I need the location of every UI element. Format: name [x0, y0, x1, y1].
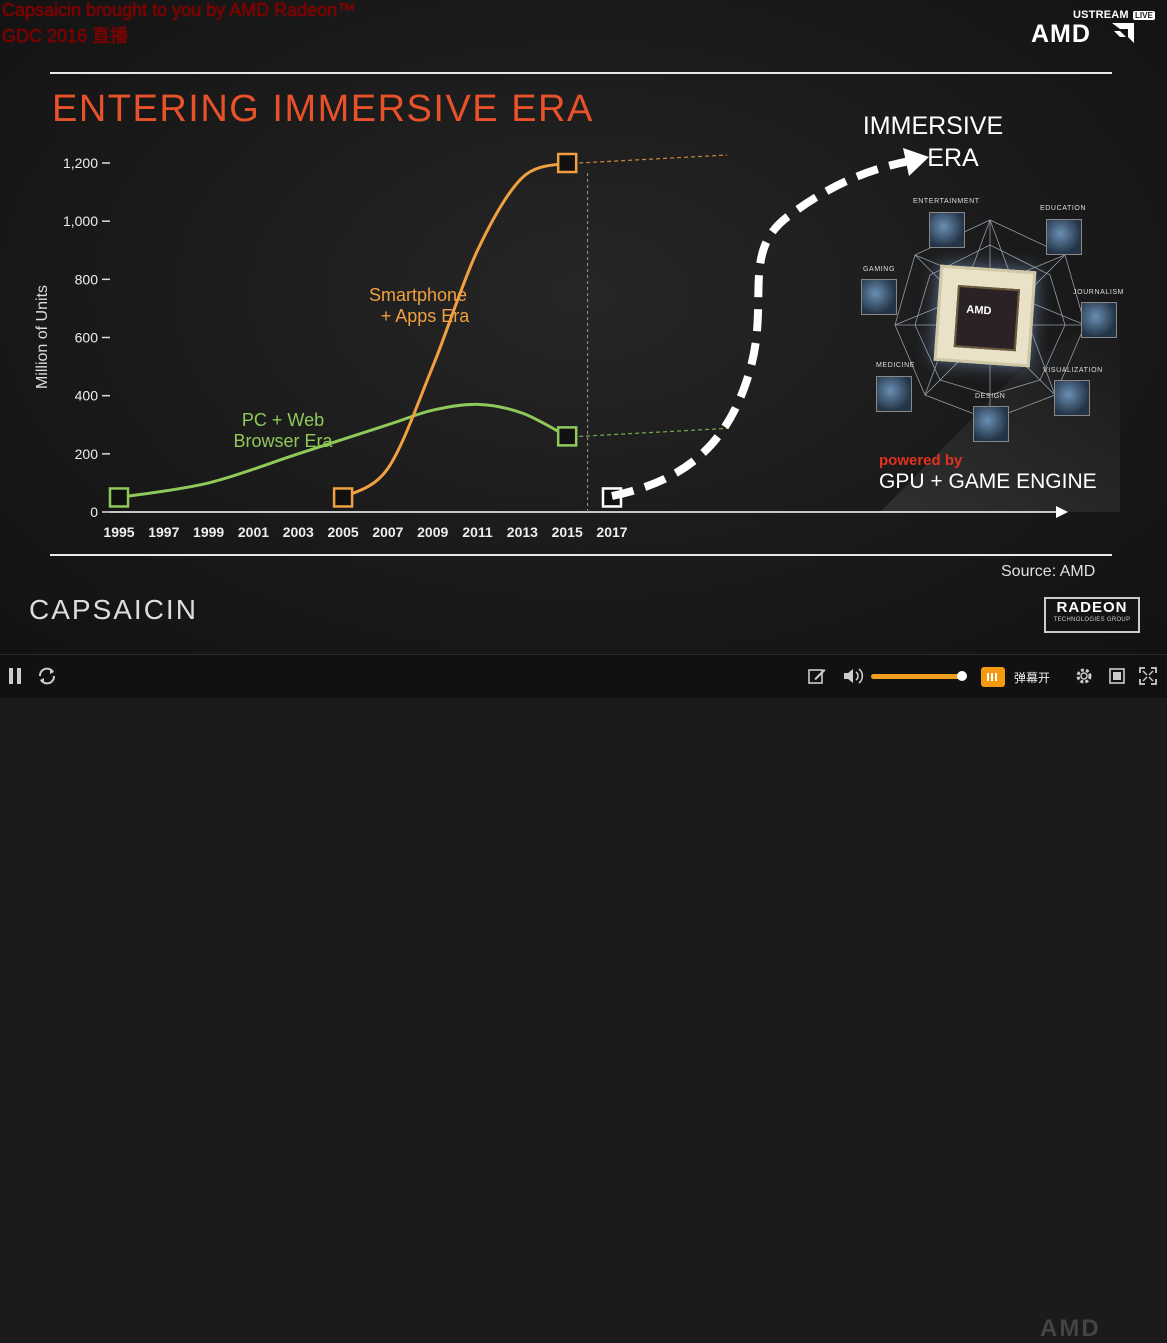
journalism-thumbnail: [1081, 302, 1117, 338]
series-marker-0: [556, 426, 578, 447]
chip-amd-label: AMD: [965, 303, 992, 318]
settings-button[interactable]: [1072, 654, 1096, 697]
series-line-0: [118, 402, 568, 499]
refresh-button[interactable]: [34, 654, 60, 697]
education-thumbnail: [1046, 219, 1082, 255]
background-watermark: AMD: [1040, 1315, 1101, 1342]
x-tick-label: 2001: [238, 524, 269, 540]
bottom-divider: [50, 554, 1112, 556]
stream-title-overlay: Capsaicin brought to you by AMD Radeon™: [2, 0, 356, 20]
capsaicin-logo: CAPSAICIN: [29, 594, 198, 625]
amd-logo: AMD: [1031, 20, 1091, 48]
series-projection-0: [579, 427, 728, 437]
x-tick-label: 2015: [552, 524, 583, 540]
live-badge: LIVE: [1133, 11, 1155, 20]
medicine-label: MEDICINE: [876, 362, 916, 369]
widescreen-button[interactable]: [1105, 654, 1129, 697]
y-tick-label: 200: [75, 446, 99, 462]
smartphone-era-label-line2: + Apps Era: [381, 306, 471, 326]
journalism-label: JOURNALISM: [1073, 289, 1125, 296]
education-label: EDUCATION: [1040, 205, 1087, 212]
x-tick-label: 2017: [596, 524, 627, 540]
x-axis: 1995 1997 1999 2001 2003 2005 2007 2009 2011 2013…: [103, 506, 1068, 540]
edit-icon: [808, 668, 826, 684]
series-group: [108, 152, 728, 512]
fullscreen-button[interactable]: [1135, 654, 1161, 697]
gaming-thumbnail: [861, 279, 897, 315]
x-tick-label: 2011: [462, 524, 493, 540]
volume-slider-track[interactable]: [871, 674, 967, 679]
gpu-game-engine-text: GPU + GAME ENGINE: [879, 470, 1097, 493]
y-tick-label: 1,000: [63, 213, 98, 229]
gear-icon: [1076, 668, 1092, 683]
pc-era-label-line2: Browser Era: [233, 431, 333, 451]
x-tick-label: 2003: [283, 524, 314, 540]
ustream-brand: USTREAM: [1073, 9, 1129, 21]
gpu-die: AMD: [953, 284, 1021, 352]
immersive-era-line2: ERA: [927, 144, 979, 172]
volume-slider-knob[interactable]: [957, 671, 968, 681]
gaming-label: GAMING: [863, 266, 895, 273]
entertainment-thumbnail: [929, 212, 965, 248]
medicine-thumbnail: [876, 376, 912, 412]
y-tick-label: 0: [90, 504, 98, 520]
design-label: DESIGN: [975, 393, 1006, 400]
comment-edit-button[interactable]: [805, 654, 829, 697]
immersive-era-arrow-curve: [611, 156, 916, 500]
series-line-1: [342, 161, 568, 499]
design-thumbnail: [973, 406, 1009, 442]
danmaku-label[interactable]: 弹幕开: [1014, 671, 1051, 685]
top-divider: [50, 72, 1112, 74]
x-tick-label: 2005: [328, 524, 359, 540]
series-marker-1: [332, 487, 354, 508]
y-tick-label: 800: [75, 271, 99, 287]
source-note: Source: AMD: [1001, 563, 1096, 580]
x-tick-label: 1999: [193, 524, 224, 540]
visualization-thumbnail: [1054, 380, 1090, 416]
danmaku-toggle[interactable]: [981, 667, 1005, 687]
x-tick-label: 1997: [148, 524, 179, 540]
pc-era-label-line1: PC + Web: [242, 410, 324, 430]
gpu-chip-image: AMD: [933, 264, 1037, 368]
refresh-icon: [39, 667, 55, 684]
series-marker-0: [108, 487, 130, 508]
pause-icon: [7, 667, 23, 684]
y-tick-label: 400: [75, 388, 99, 404]
radeon-subtitle: TECHNOLOGIES GROUP: [1053, 617, 1131, 623]
x-tick-label: 1995: [103, 524, 134, 540]
immersive-era-line1: IMMERSIVE: [862, 112, 1004, 140]
stream-subtitle-overlay: GDC 2016 直播: [2, 26, 129, 46]
smartphone-era-label-line1: Smartphone: [369, 285, 467, 305]
x-tick-label: 2007: [372, 524, 403, 540]
glow-area: [600, 300, 1120, 512]
immersive-era-arrowhead: [903, 148, 929, 176]
y-tick-label: 600: [75, 330, 99, 346]
x-tick-label: 2013: [507, 524, 538, 540]
series-marker-1: [556, 152, 578, 174]
immersive-era-label: IMMERSIVE ERA: [858, 110, 1008, 174]
x-tick-label: 2009: [417, 524, 448, 540]
danmaku-icon: [987, 673, 997, 681]
entertainment-label: ENTERTAINMENT: [913, 198, 980, 205]
volume-icon: [844, 667, 864, 684]
amd-arrow-icon: [1112, 23, 1134, 43]
y-tick-label: 1,200: [63, 155, 98, 171]
widescreen-icon: [1109, 667, 1125, 684]
radeon-logo: RADEON TECHNOLOGIES GROUP: [1044, 597, 1140, 633]
radeon-wordmark: RADEON: [1056, 599, 1128, 616]
slide-heading: ENTERING IMMERSIVE ERA: [52, 88, 594, 130]
visualization-label: VISUALIZATION: [1043, 367, 1103, 374]
units-chart: 0 200 400 600 800 1,000 1,200 1995 1997 1999 2001…: [34, 148, 1120, 540]
powered-by-text: powered by: [879, 452, 963, 469]
fullscreen-icon: [1139, 666, 1157, 685]
video-frame[interactable]: Capsaicin brought to you by AMD Radeon™ …: [0, 0, 1167, 654]
y-axis: 0 200 400 600 800 1,000 1,200: [63, 155, 110, 520]
series-projection-1: [579, 154, 728, 164]
volume-button[interactable]: [841, 654, 865, 697]
y-axis-label: Million of Units: [34, 285, 51, 389]
pause-button[interactable]: [4, 654, 26, 697]
